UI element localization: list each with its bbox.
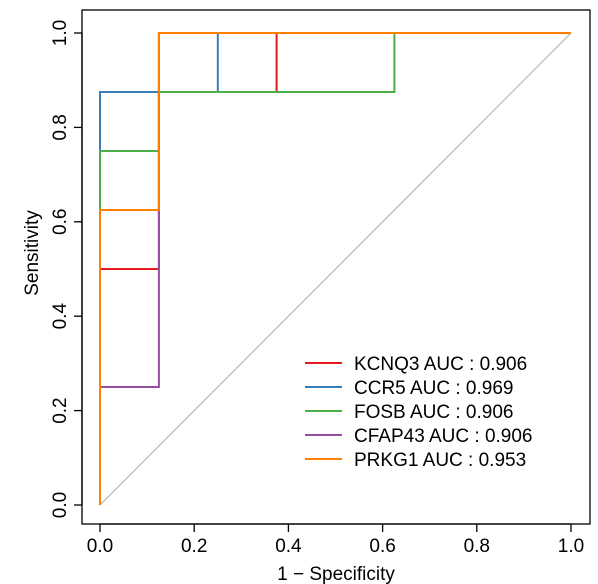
legend-label: CFAP43 AUC : 0.906 [354, 426, 533, 447]
x-axis: 0.0 0.2 0.4 0.6 0.8 1.0 [87, 523, 584, 557]
y-axis-title: Sensitivity [22, 210, 43, 296]
y-tick-label: 0.0 [50, 492, 71, 518]
y-tick-label: 0.6 [50, 209, 71, 235]
legend-label: FOSB AUC : 0.906 [354, 402, 513, 423]
y-tick-label: 0.4 [50, 303, 71, 330]
y-axis: 0.0 0.2 0.4 0.6 0.8 1.0 [50, 20, 83, 518]
x-tick-label: 0.6 [369, 536, 395, 557]
roc-line-4 [99, 32, 571, 505]
x-tick-label: 0.2 [181, 536, 207, 557]
x-tick-label: 1.0 [558, 536, 584, 557]
legend-label: CCR5 AUC : 0.969 [354, 378, 513, 399]
x-tick-label: 0.0 [87, 536, 113, 557]
reference-diagonal [99, 32, 572, 506]
legend: KCNQ3 AUC : 0.906 CCR5 AUC : 0.969 FOSB AU… [305, 354, 533, 471]
series-layer [99, 32, 571, 505]
legend-label: PRKG1 AUC : 0.953 [354, 450, 526, 471]
x-tick-label: 0.4 [275, 536, 302, 557]
x-axis-title: 1 − Specificity [277, 564, 395, 584]
y-tick-label: 0.2 [50, 397, 71, 423]
x-tick-label: 0.8 [464, 536, 490, 557]
y-tick-label: 0.8 [50, 114, 71, 140]
y-tick-label: 1.0 [50, 20, 71, 46]
legend-label: KCNQ3 AUC : 0.906 [354, 354, 527, 375]
